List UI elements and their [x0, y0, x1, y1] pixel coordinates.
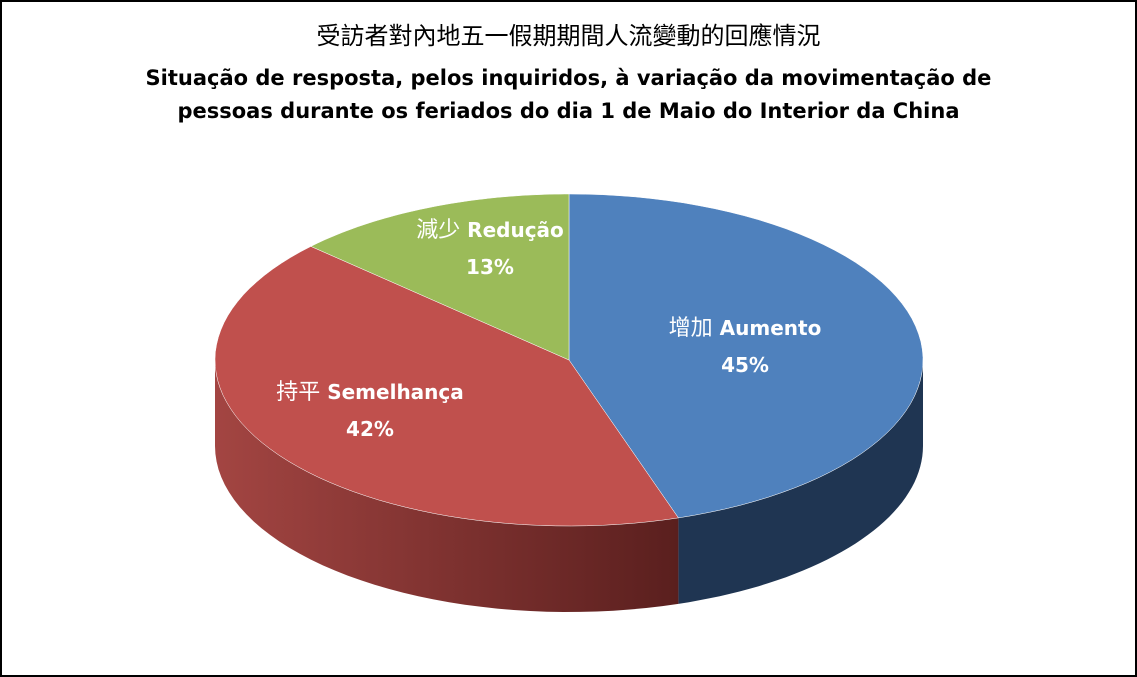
slice-redução: [310, 193, 570, 361]
data-label: 42%: [346, 417, 394, 441]
slice-label-reducao: 減少 Redução 13%: [416, 212, 564, 285]
slice-side-semelhança: [215, 360, 679, 612]
chart-subtitle-text: Situação de resposta, pelos inquiridos, …: [145, 66, 992, 123]
chart-title: 受訪者對內地五一假期期間人流變動的回應情況: [316, 22, 821, 50]
slice-label-pt: Aumento: [719, 316, 822, 340]
slice-side-aumento: [678, 360, 923, 604]
data-label: 45%: [721, 353, 769, 377]
slice-aumento: [568, 193, 924, 519]
slice-label-zh: 增加: [668, 316, 713, 341]
slice-label-pt: Semelhança: [327, 380, 464, 404]
slice-label-semelhanca: 持平 Semelhança 42%: [276, 374, 464, 447]
chart-subtitle: Situação de resposta, pelos inquiridos, …: [2, 62, 1135, 128]
slice-label-aumento: 增加 Aumento 45%: [669, 310, 822, 383]
slice-label-zh: 持平: [276, 380, 321, 405]
slice-label-pt: Redução: [467, 218, 564, 242]
slice-semelhança: [214, 246, 679, 527]
slice-label-zh: 減少: [416, 218, 461, 243]
data-label: 13%: [466, 255, 514, 279]
